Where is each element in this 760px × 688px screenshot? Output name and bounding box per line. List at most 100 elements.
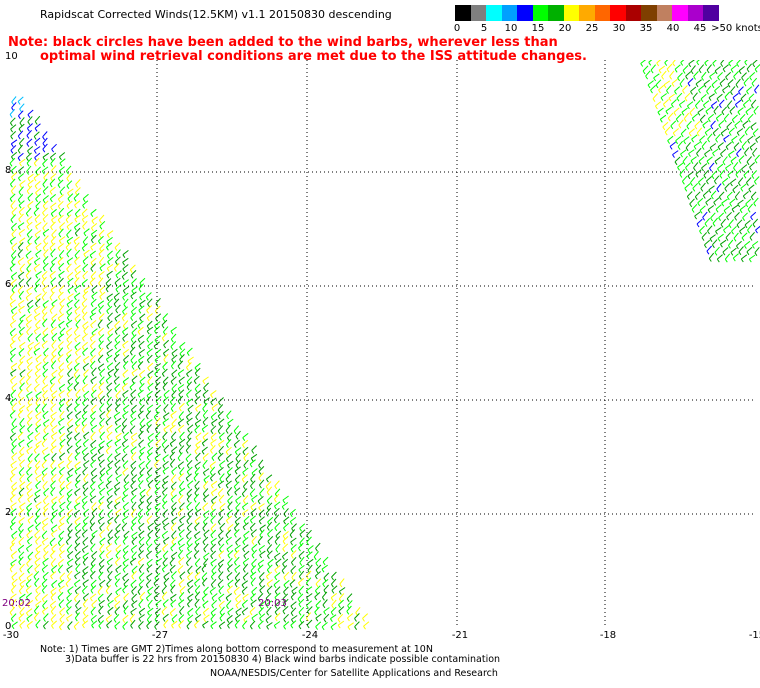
wind-barb (233, 549, 240, 559)
wind-barb (122, 460, 129, 469)
wind-barb (106, 620, 113, 629)
wind-barb (105, 375, 112, 384)
wind-barb (81, 208, 88, 217)
wind-barb (81, 545, 89, 553)
wind-barb (19, 263, 26, 273)
wind-barb (688, 60, 695, 68)
wind-barb (122, 545, 129, 554)
wind-barb (138, 598, 144, 608)
wind-barb (65, 578, 72, 587)
wind-barb (49, 418, 56, 428)
wind-barb (43, 347, 49, 357)
wind-barb (89, 495, 97, 504)
wind-barb (106, 431, 113, 440)
wind-barb (67, 621, 73, 630)
wind-barb (57, 214, 64, 224)
wind-barb (241, 488, 248, 498)
wind-barb (226, 544, 233, 553)
wind-barb (114, 452, 121, 461)
wind-barb (19, 502, 26, 510)
wind-barb (233, 556, 240, 566)
wind-barb (226, 572, 233, 581)
wind-barb (729, 106, 736, 115)
wind-barb (34, 515, 40, 524)
wind-barb (114, 594, 121, 603)
wind-barb (664, 60, 669, 66)
wind-barb (107, 570, 113, 580)
wind-barb (51, 369, 58, 378)
wind-barb (66, 340, 73, 350)
wind-barb (219, 522, 226, 532)
wind-barb (210, 397, 217, 406)
wind-barb (58, 262, 65, 272)
wind-barb (177, 452, 183, 462)
wind-barb (34, 489, 41, 497)
wind-barb (162, 381, 168, 391)
wind-barb (91, 291, 98, 300)
wind-barb (74, 355, 82, 364)
legend-label: 10 (504, 23, 518, 34)
wind-barb (105, 445, 112, 455)
wind-barb (115, 466, 121, 475)
wind-barb (82, 537, 89, 546)
wind-barb (274, 480, 280, 490)
wind-barb (161, 517, 169, 526)
wind-barb (121, 271, 128, 280)
wind-barb (58, 621, 65, 631)
wind-barb (66, 349, 73, 358)
wind-barb (139, 292, 146, 301)
wind-barb (704, 127, 712, 136)
wind-barb (74, 452, 81, 461)
wind-barb (696, 60, 700, 66)
wind-barb (11, 599, 17, 608)
wind-barb (217, 425, 224, 435)
wind-barb (689, 176, 696, 186)
wind-barb (154, 355, 161, 364)
wind-barb (139, 424, 146, 433)
wind-barb (735, 78, 741, 88)
wind-barb (155, 376, 162, 385)
wind-barb (233, 425, 240, 435)
wind-barb (218, 621, 226, 630)
wind-barb (218, 432, 225, 441)
wind-barb (203, 480, 209, 490)
wind-barb (711, 170, 718, 180)
wind-barb (43, 544, 50, 553)
wind-barb (147, 599, 153, 609)
wind-barb (42, 600, 48, 609)
wind-barb (266, 606, 272, 616)
wind-barb (90, 242, 97, 251)
wind-barb (66, 236, 74, 245)
wind-barb (652, 93, 658, 102)
wind-barb (714, 66, 721, 75)
wind-barb (11, 207, 18, 216)
wind-barb (716, 183, 722, 193)
wind-barb (322, 556, 329, 566)
wind-barb (194, 383, 201, 393)
wind-barb (251, 613, 258, 622)
wind-barb (74, 342, 81, 351)
wind-barb (34, 152, 41, 161)
wind-barb (66, 172, 72, 182)
wind-barb (178, 494, 184, 504)
wind-barb (700, 94, 707, 103)
wind-barb (235, 600, 242, 609)
wind-barb (34, 432, 41, 441)
wind-barb (193, 493, 200, 503)
wind-barb (26, 558, 32, 567)
wind-barb (217, 488, 224, 497)
wind-barb (122, 279, 129, 288)
wind-barb (702, 211, 708, 221)
wind-barb (27, 341, 34, 350)
wind-barb (203, 614, 210, 623)
wind-barb (171, 516, 178, 525)
wind-barb (696, 218, 703, 228)
wind-barb (83, 473, 89, 483)
wind-barb (33, 157, 40, 167)
wind-barb (66, 460, 73, 470)
wind-barb (18, 186, 24, 196)
wind-barb (354, 613, 360, 622)
wind-barb (169, 608, 176, 617)
wind-barb (34, 465, 40, 475)
wind-barb (81, 305, 88, 315)
